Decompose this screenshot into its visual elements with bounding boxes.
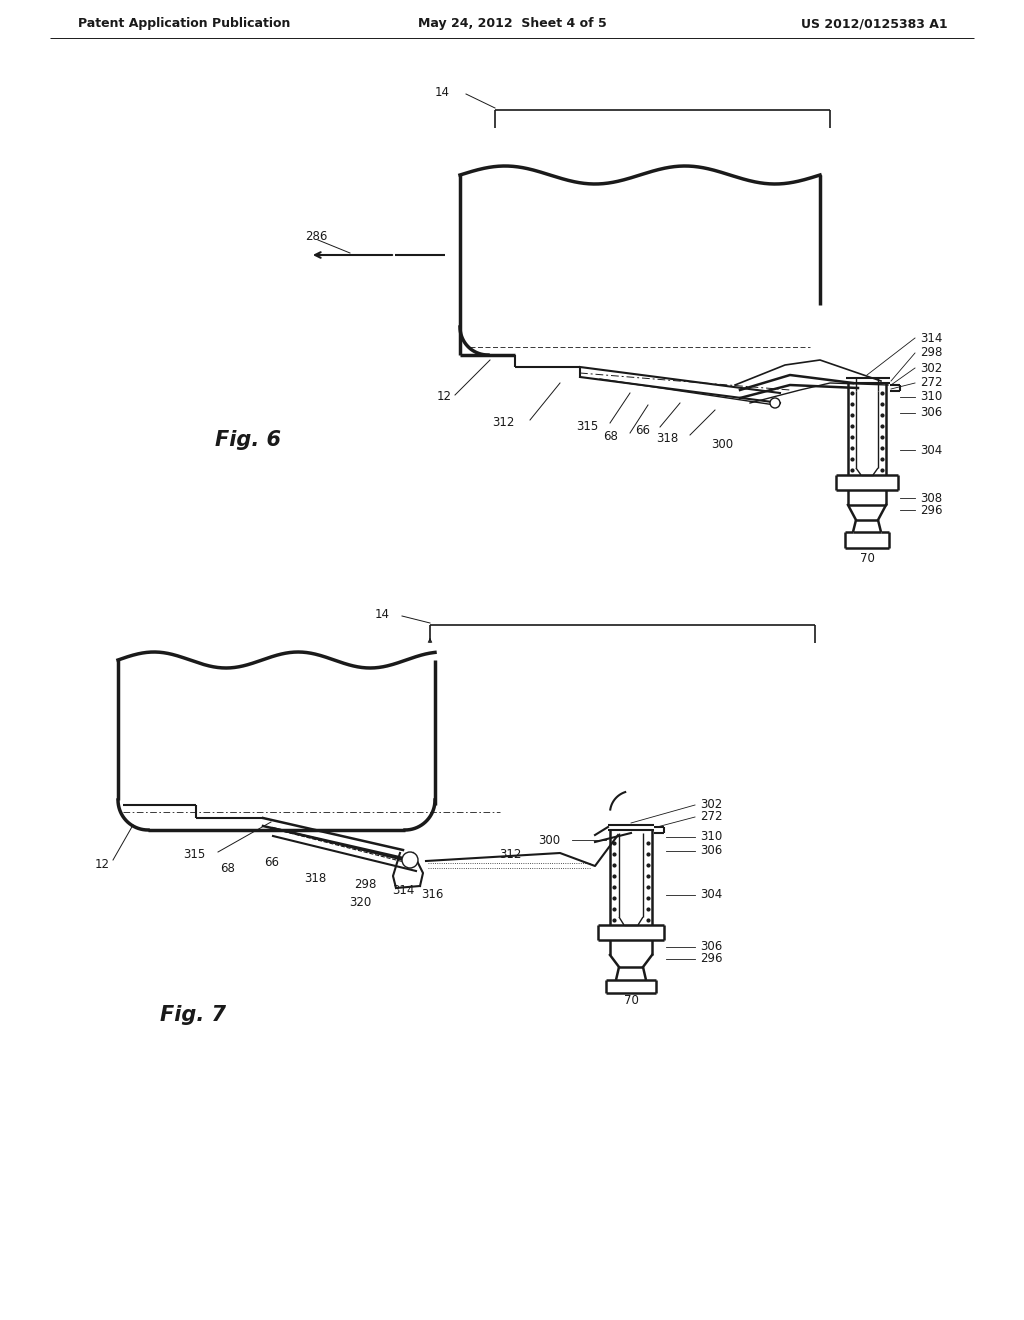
Text: 300: 300 (538, 833, 560, 846)
Text: 68: 68 (603, 430, 618, 444)
Text: 316: 316 (421, 888, 443, 902)
Text: 308: 308 (920, 491, 942, 504)
Text: 306: 306 (700, 940, 722, 953)
Text: May 24, 2012  Sheet 4 of 5: May 24, 2012 Sheet 4 of 5 (418, 17, 606, 30)
Text: 296: 296 (700, 953, 723, 965)
Text: 300: 300 (711, 438, 733, 451)
Text: 272: 272 (920, 376, 942, 389)
Text: 302: 302 (920, 362, 942, 375)
Text: 315: 315 (182, 849, 205, 862)
Text: Fig. 6: Fig. 6 (215, 430, 281, 450)
Text: 14: 14 (435, 86, 450, 99)
Text: 70: 70 (859, 552, 874, 565)
Text: 310: 310 (700, 830, 722, 843)
Text: 298: 298 (354, 879, 376, 891)
Text: 302: 302 (700, 799, 722, 812)
Text: 66: 66 (635, 425, 650, 437)
Text: 68: 68 (220, 862, 236, 874)
Text: Fig. 7: Fig. 7 (160, 1005, 226, 1026)
Circle shape (402, 851, 418, 869)
Text: 12: 12 (95, 858, 110, 870)
Text: 306: 306 (920, 407, 942, 420)
Text: 306: 306 (700, 845, 722, 858)
Text: 318: 318 (655, 433, 678, 446)
Text: Patent Application Publication: Patent Application Publication (78, 17, 291, 30)
Text: 296: 296 (920, 503, 942, 516)
Text: 314: 314 (392, 883, 414, 896)
Text: 315: 315 (575, 421, 598, 433)
Text: 312: 312 (499, 849, 521, 862)
Text: 272: 272 (700, 810, 723, 824)
Text: 312: 312 (493, 417, 515, 429)
Text: 14: 14 (375, 607, 390, 620)
Text: 320: 320 (349, 895, 371, 908)
Text: 314: 314 (920, 331, 942, 345)
Text: 304: 304 (700, 888, 722, 902)
Text: 304: 304 (920, 444, 942, 457)
Text: US 2012/0125383 A1: US 2012/0125383 A1 (802, 17, 948, 30)
Text: 12: 12 (437, 391, 452, 404)
Text: 286: 286 (305, 231, 328, 243)
Text: 298: 298 (920, 346, 942, 359)
Text: 70: 70 (624, 994, 638, 1007)
Text: 310: 310 (920, 391, 942, 404)
Text: 66: 66 (264, 855, 280, 869)
Circle shape (770, 399, 780, 408)
Text: 318: 318 (304, 871, 326, 884)
